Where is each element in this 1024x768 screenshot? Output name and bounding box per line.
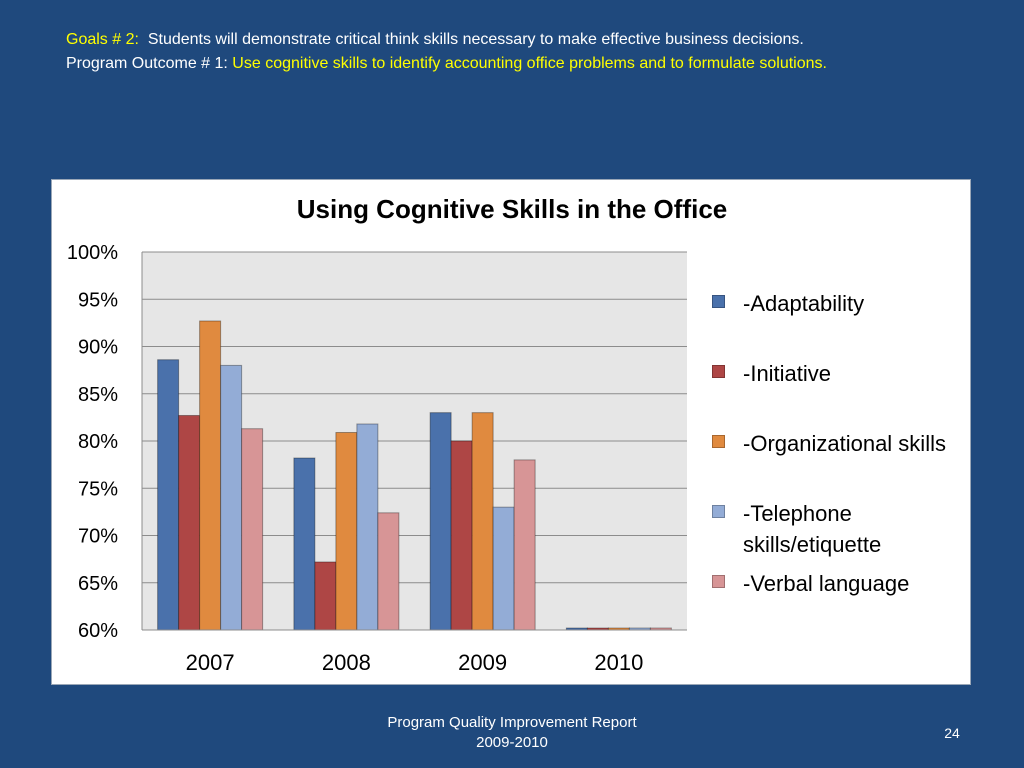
bar-chart: 60% 65% 70% 75% 80% 85% 90% 95% 100% 2007 2008 2009… [67,242,687,675]
y-tick-label: 90% [78,337,118,359]
bar [178,414,201,631]
legend-item: -Telephone skills/etiquette [712,498,883,560]
legend-swatch [712,505,725,518]
x-tick-label: 2007 [186,650,235,675]
bar [199,320,222,631]
bar [220,364,243,631]
slide-header: Goals # 2: Students will demonstrate cri… [66,28,827,76]
legend-swatch [712,295,725,308]
bar [450,440,473,631]
chart-title: Using Cognitive Skills in the Office [296,194,728,224]
bar [314,561,337,631]
y-tick-label: 100% [67,242,118,264]
footer-report-title: Program Quality Improvement Report [387,714,637,731]
legend-swatch [712,575,725,588]
bar [157,359,180,631]
bar [293,457,316,631]
legend-swatch [712,365,725,378]
bar [241,428,264,631]
outcome-label: Program Outcome # 1: [66,55,228,72]
legend-item: -Verbal language [712,568,909,599]
y-tick-label: 75% [78,478,118,500]
y-tick-label: 70% [78,526,118,548]
legend-label: -Adaptability [743,291,865,316]
legend-swatch [712,435,725,448]
goal-line: Goals # 2: Students will demonstrate cri… [66,28,827,52]
legend-item: -Adaptability [712,288,864,319]
legend-item: -Initiative [712,358,831,389]
footer: Program Quality Improvement Report 2009-… [352,713,672,753]
bar [356,423,379,631]
x-tick-label: 2008 [322,650,371,675]
goal-label: Goals # 2: [66,31,139,48]
y-tick-label: 95% [78,289,118,311]
legend-item: -Organizational skills [712,428,946,459]
outcome-line: Program Outcome # 1: Use cognitive skill… [66,52,827,76]
y-tick-label: 60% [78,620,118,642]
legend-label: -Telephone skills/etiquette [743,501,882,557]
x-tick-label: 2010 [594,650,643,675]
legend-label: -Verbal language [743,571,910,596]
outcome-text: Use cognitive skills to identify account… [232,55,827,72]
chart-container: Using Cognitive Skills in the Office 60%… [51,179,971,685]
bar [429,412,452,631]
legend-label: -Organizational skills [743,431,946,456]
bar [492,506,515,631]
x-tick-label: 2009 [458,650,507,675]
page-number: 24 [944,725,960,741]
goal-text: Students will demonstrate critical think… [147,31,804,48]
bar [335,431,358,631]
legend-label: -Initiative [743,361,832,386]
y-tick-label: 80% [78,431,118,453]
y-tick-label: 65% [78,573,118,595]
bar [377,512,400,631]
bar [471,412,494,631]
bar [513,459,536,631]
footer-year: 2009-2010 [476,734,548,751]
y-tick-label: 85% [78,384,118,406]
